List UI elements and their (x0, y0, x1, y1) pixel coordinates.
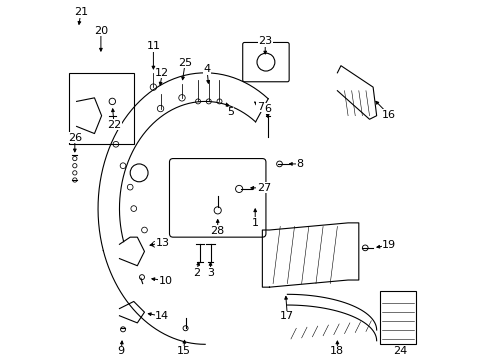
Text: 14: 14 (155, 311, 169, 321)
Text: 5: 5 (226, 107, 233, 117)
Text: 24: 24 (392, 346, 406, 356)
Text: 1: 1 (251, 218, 258, 228)
Text: 10: 10 (159, 276, 173, 286)
Text: 13: 13 (155, 238, 169, 248)
Text: 4: 4 (203, 64, 210, 74)
Text: 25: 25 (178, 58, 192, 68)
Text: 22: 22 (107, 120, 121, 130)
Text: 9: 9 (118, 346, 124, 356)
Text: 15: 15 (176, 346, 190, 356)
Text: 7: 7 (257, 102, 264, 112)
Text: 27: 27 (257, 183, 271, 193)
Text: 21: 21 (74, 7, 88, 17)
Text: 23: 23 (258, 36, 272, 46)
Text: 3: 3 (206, 268, 214, 278)
Text: 16: 16 (382, 110, 395, 120)
Text: 8: 8 (296, 159, 303, 169)
Text: 17: 17 (280, 311, 294, 321)
Text: 18: 18 (329, 346, 344, 356)
Text: 19: 19 (381, 240, 395, 250)
Text: 12: 12 (155, 68, 169, 78)
Text: 6: 6 (264, 104, 271, 113)
Text: 2: 2 (192, 268, 200, 278)
Text: 20: 20 (94, 26, 108, 36)
Text: 26: 26 (68, 133, 81, 143)
Text: 28: 28 (210, 226, 224, 236)
Text: 11: 11 (146, 41, 160, 51)
